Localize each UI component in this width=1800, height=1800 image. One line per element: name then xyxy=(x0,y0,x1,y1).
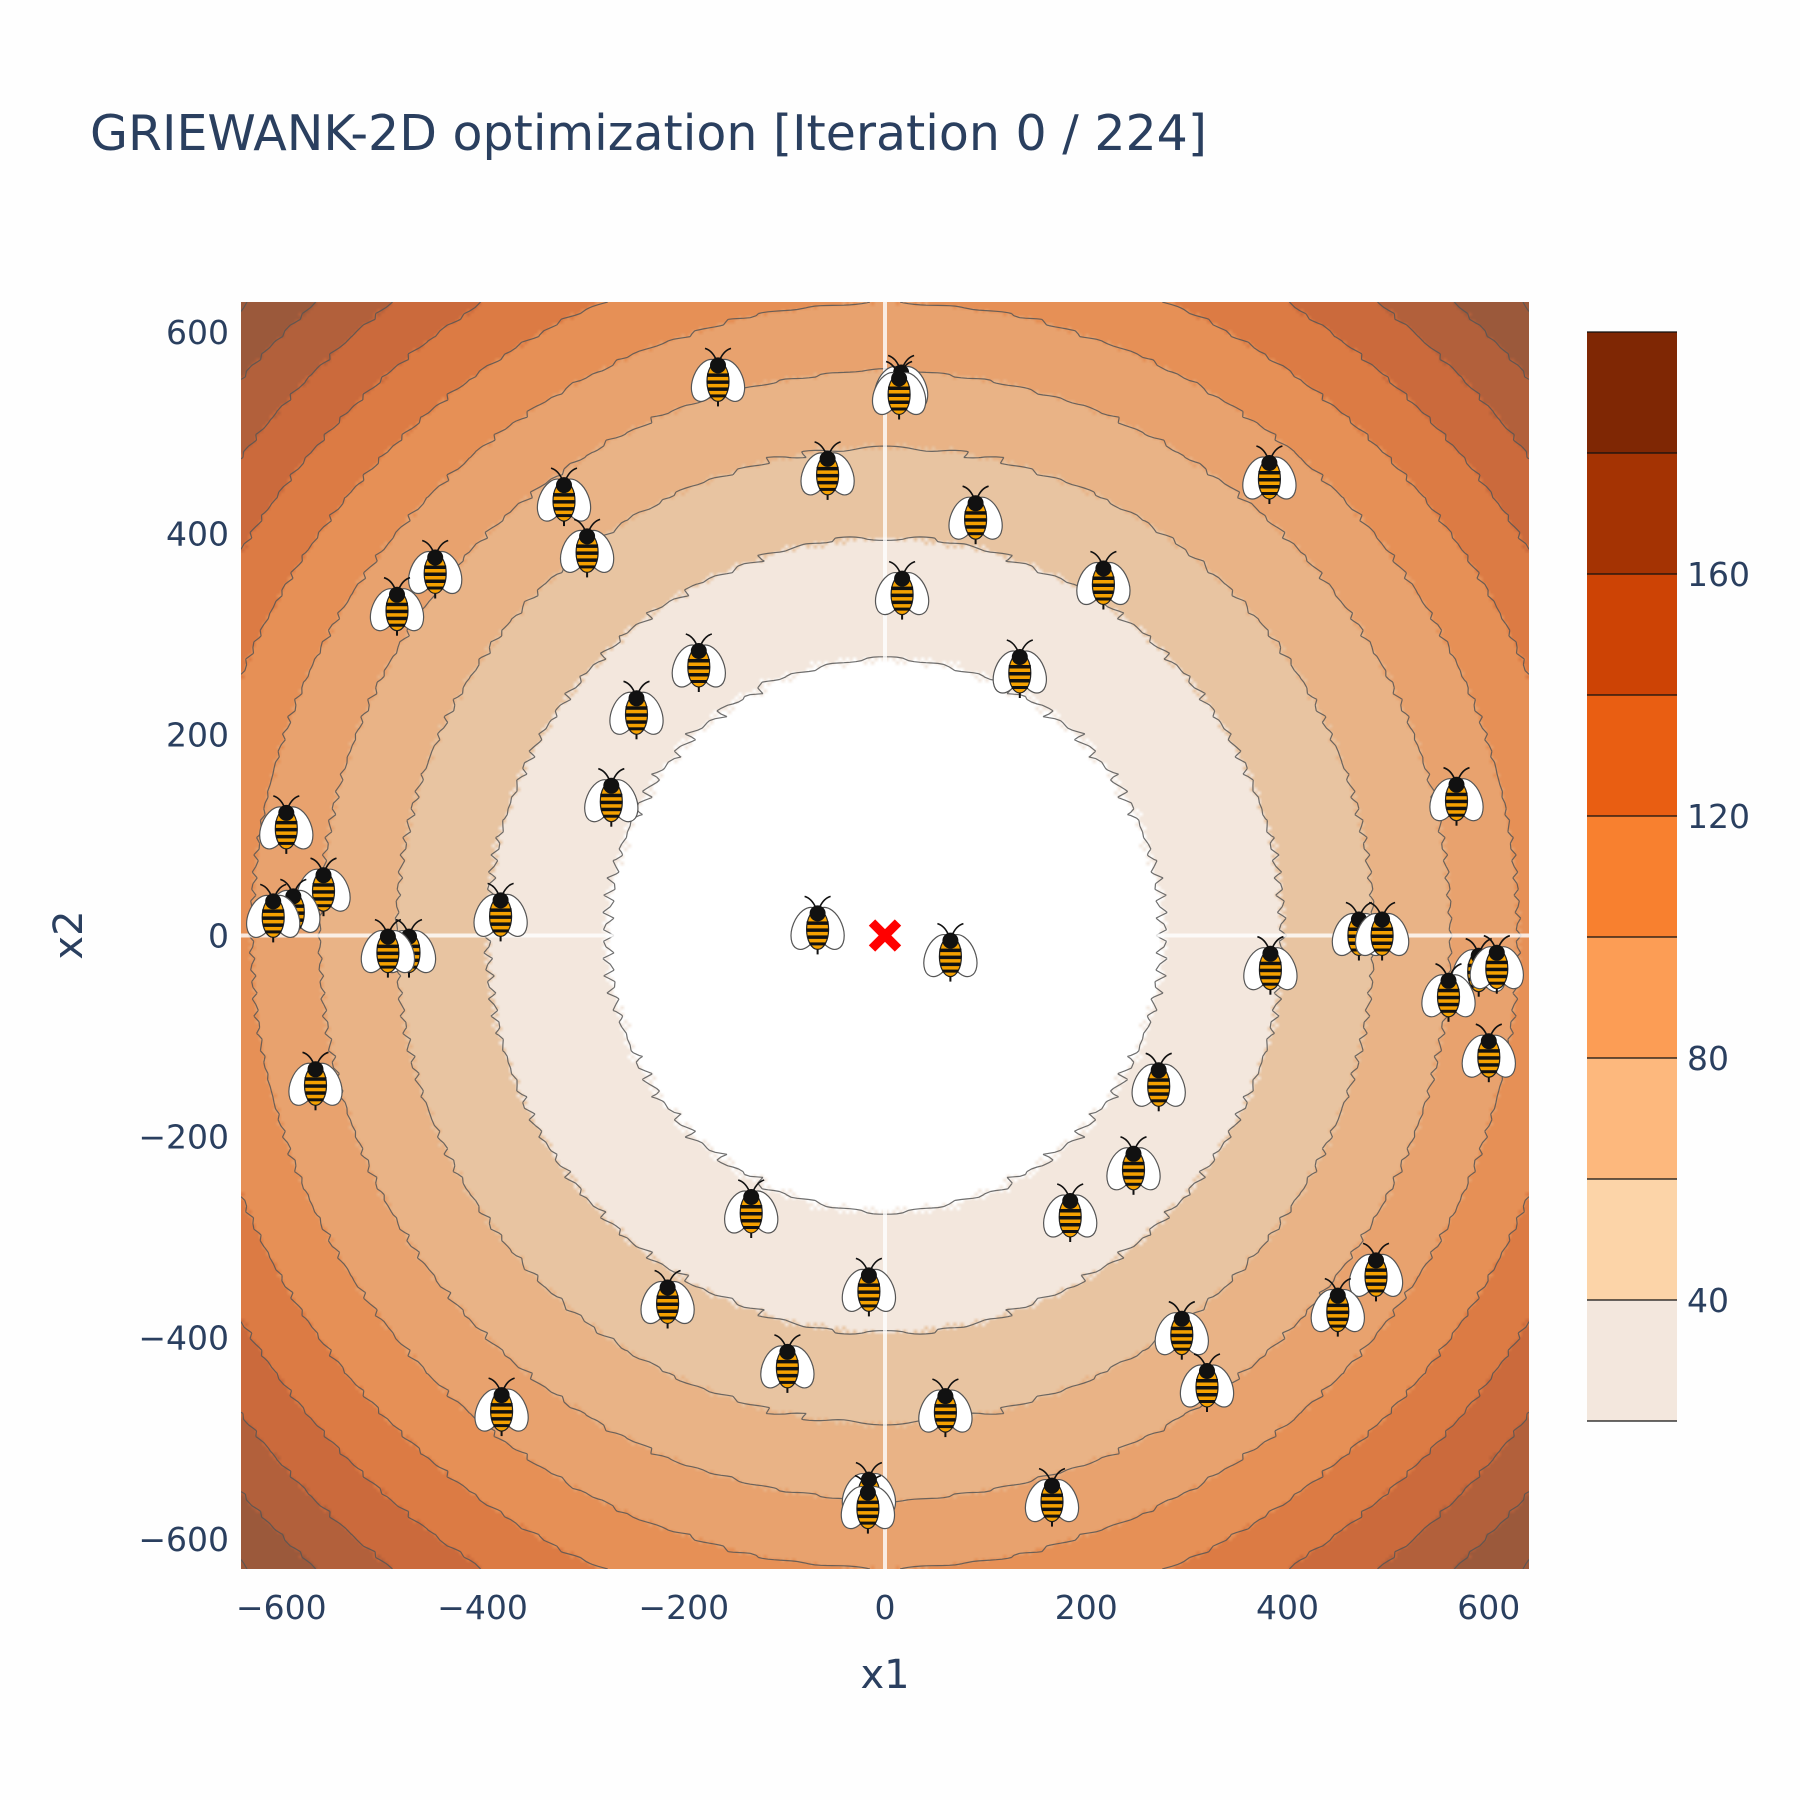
colorbar-band xyxy=(1587,695,1677,816)
y-tick-label: 400 xyxy=(166,514,229,553)
contour-lines xyxy=(241,302,1529,1569)
x-axis-ticks: −600 −400 −200 0 200 400 600 xyxy=(236,1588,1520,1627)
contour-line-level-120 xyxy=(241,302,1529,1569)
x-tick-label: 0 xyxy=(875,1588,896,1627)
x-tick-label: 400 xyxy=(1256,1588,1319,1627)
x-tick-label: −200 xyxy=(638,1588,729,1627)
optimum-x-mark xyxy=(868,919,902,952)
contour-line-level-60 xyxy=(394,445,1376,1426)
colorbar-band xyxy=(1587,332,1677,453)
x-tick-label: 200 xyxy=(1055,1588,1118,1627)
x-tick-label: −600 xyxy=(236,1588,327,1627)
colorbar-band xyxy=(1587,1058,1677,1179)
plot-area xyxy=(241,302,1529,1569)
colorbar-band xyxy=(1587,1179,1677,1300)
colorbar-band xyxy=(1587,937,1677,1058)
colorbar-tick-label: 120 xyxy=(1687,797,1750,836)
colorbar-band xyxy=(1587,574,1677,695)
colorbar-tick-label: 40 xyxy=(1687,1281,1729,1320)
colorbar-tick-label: 160 xyxy=(1687,555,1750,594)
contour-line-level-140 xyxy=(241,302,1529,1569)
optimum-marker xyxy=(868,919,902,952)
x-tick-label: 600 xyxy=(1457,1588,1520,1627)
contour-line-level-40 xyxy=(482,536,1288,1335)
chart-title: GRIEWANK-2D optimization [Iteration 0 / … xyxy=(90,105,1207,162)
contour-line-level-20 xyxy=(602,656,1168,1215)
y-tick-label: 600 xyxy=(166,313,229,352)
contour-line-level-100 xyxy=(248,302,1522,1569)
y-tick-label: 0 xyxy=(208,917,229,956)
y-tick-label: 200 xyxy=(166,715,229,754)
x-tick-label: −400 xyxy=(437,1588,528,1627)
colorbar-band xyxy=(1587,453,1677,574)
y-tick-label: −200 xyxy=(138,1118,229,1157)
colorbar: 40 80 120 160 xyxy=(1587,331,1750,1422)
y-axis-title: x2 xyxy=(46,910,92,959)
y-tick-label: −400 xyxy=(138,1319,229,1358)
colorbar-tick-label: 80 xyxy=(1687,1039,1729,1078)
contour-line-level-80 xyxy=(317,368,1453,1503)
x-axis-title: x1 xyxy=(860,1652,909,1698)
colorbar-band xyxy=(1587,816,1677,937)
contour-line-level-160 xyxy=(241,302,1529,1569)
y-axis-ticks: −600 −400 −200 0 200 400 600 xyxy=(138,313,229,1559)
contour-line-level-180 xyxy=(241,302,1529,1569)
colorbar-band xyxy=(1587,1300,1677,1421)
contour-line-level-200 xyxy=(241,302,1529,1569)
y-tick-label: −600 xyxy=(138,1520,229,1559)
